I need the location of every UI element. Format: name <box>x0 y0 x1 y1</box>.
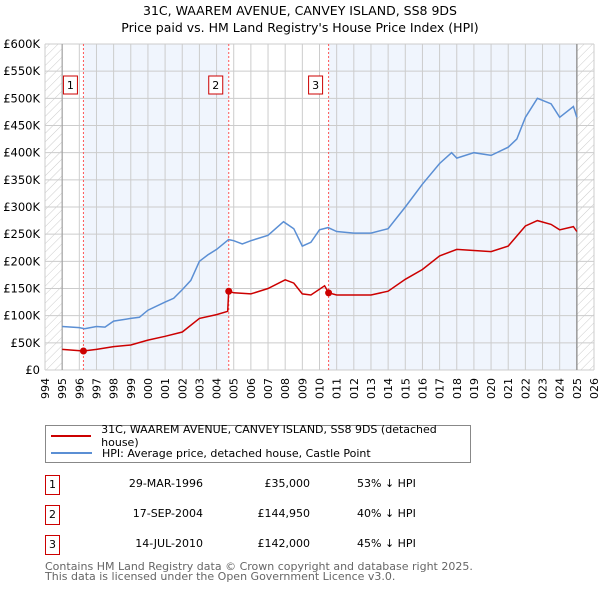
y-tick-label: £550K <box>3 64 40 78</box>
x-tick-label: 2006 <box>245 378 258 400</box>
x-tick-label: 1995 <box>56 378 69 400</box>
y-tick-label: £100K <box>3 309 40 323</box>
x-tick-label: 2026 <box>588 378 600 400</box>
legend-item-property: 31C, WAAREM AVENUE, CANVEY ISLAND, SS8 9… <box>46 423 470 449</box>
x-tick-label: 2003 <box>193 378 206 400</box>
transaction-date: 17-SEP-2004 <box>132 507 203 520</box>
transaction-date: 14-JUL-2010 <box>135 537 203 550</box>
x-tick-label: 1994 <box>39 378 52 400</box>
transaction-row: 1 29-MAR-1996 £35,000 53% ↓ HPI <box>45 475 465 495</box>
hpi-line <box>62 97 578 330</box>
x-tick-label: 2024 <box>554 378 567 400</box>
transaction-row: 2 17-SEP-2004 £144,950 40% ↓ HPI <box>45 505 465 525</box>
x-tick-label: 2020 <box>485 378 498 400</box>
x-tick-label: 2010 <box>314 378 327 400</box>
y-tick-label: £600K <box>3 37 40 51</box>
legend-swatch <box>51 435 92 437</box>
x-tick-label: 2016 <box>416 378 429 400</box>
x-tick-label: 2005 <box>228 378 241 400</box>
y-tick-label: £350K <box>3 173 40 187</box>
x-tick-label: 2004 <box>211 378 224 400</box>
transaction-price: £35,000 <box>264 477 311 490</box>
legend-label: HPI: Average price, detached house, Cast… <box>102 446 371 460</box>
transaction-price: £142,000 <box>257 537 311 550</box>
y-tick-label: £150K <box>3 282 40 296</box>
sale-label-box <box>308 75 324 95</box>
sale-label: 3 <box>312 79 319 92</box>
x-tick-label: 2008 <box>279 378 292 400</box>
transaction-hpi: 53% ↓ HPI <box>357 477 416 490</box>
transaction-row: 3 14-JUL-2010 £142,000 45% ↓ HPI <box>45 535 465 555</box>
y-tick-label: £200K <box>3 254 40 268</box>
transaction-date: 29-MAR-1996 <box>128 477 203 490</box>
y-tick-label: £250K <box>3 227 40 241</box>
x-tick-label: 2025 <box>571 378 584 400</box>
footer-copyright: Contains HM Land Registry data © Crown c… <box>45 560 473 573</box>
sale-point <box>79 347 87 355</box>
x-tick-label: 2011 <box>331 378 344 400</box>
x-tick-label: 2023 <box>537 378 550 400</box>
legend-swatch <box>51 452 92 454</box>
chart-subtitle: Price paid vs. HM Land Registry's House … <box>121 20 479 35</box>
y-tick-label: £50K <box>11 336 41 350</box>
x-tick-label: 2017 <box>434 378 447 400</box>
sale-point <box>225 287 233 295</box>
x-tick-label: 1997 <box>90 378 103 400</box>
legend-label: 31C, WAAREM AVENUE, CANVEY ISLAND, SS8 9… <box>101 423 437 449</box>
transaction-price: £144,950 <box>257 507 311 520</box>
x-tick-label: 2019 <box>468 378 481 400</box>
sale-label: 2 <box>212 79 219 92</box>
x-tick-label: 1998 <box>108 378 121 400</box>
y-tick-label: £0 <box>25 363 40 377</box>
x-tick-label: 1996 <box>73 378 86 400</box>
y-tick-label: £400K <box>3 146 40 160</box>
x-tick-label: 1999 <box>125 378 138 400</box>
x-tick-label: 2007 <box>262 378 275 400</box>
legend: 31C, WAAREM AVENUE, CANVEY ISLAND, SS8 9… <box>45 423 471 463</box>
x-tick-label: 2018 <box>451 378 464 400</box>
transaction-hpi: 45% ↓ HPI <box>357 537 416 550</box>
x-tick-label: 2021 <box>502 378 515 400</box>
sale-label-box <box>208 75 224 95</box>
sale-point <box>325 289 333 297</box>
x-tick-label: 2002 <box>176 378 189 400</box>
sale-label-box <box>62 75 78 95</box>
price-chart: 1994 1995 1996 1997 1998 1999 2000 2001 2002 2003… <box>3 37 600 400</box>
x-tick-label: 2009 <box>296 378 309 400</box>
x-tick-label: 2022 <box>519 378 532 400</box>
x-tick-label: 2001 <box>159 378 172 400</box>
footer-licence: This data is licensed under the Open Gov… <box>45 570 396 583</box>
x-tick-label: 2015 <box>399 378 412 400</box>
x-tick-label: 2013 <box>365 378 378 400</box>
y-tick-label: £300K <box>3 200 40 214</box>
y-tick-label: £450K <box>3 119 40 133</box>
x-tick-label: 2012 <box>348 378 361 400</box>
sale-label: 1 <box>67 79 74 92</box>
y-tick-label: £500K <box>3 91 40 105</box>
chart-title: 31C, WAAREM AVENUE, CANVEY ISLAND, SS8 9… <box>143 3 457 18</box>
transaction-hpi: 40% ↓ HPI <box>357 507 416 520</box>
legend-item-hpi: HPI: Average price, detached house, Cast… <box>46 445 371 461</box>
x-tick-label: 2000 <box>142 378 155 400</box>
transaction-marker: 1 <box>45 475 60 495</box>
x-tick-label: 2014 <box>382 378 395 400</box>
transaction-marker: 2 <box>45 505 60 525</box>
transaction-marker: 3 <box>45 535 60 555</box>
property-price-line <box>62 219 578 352</box>
